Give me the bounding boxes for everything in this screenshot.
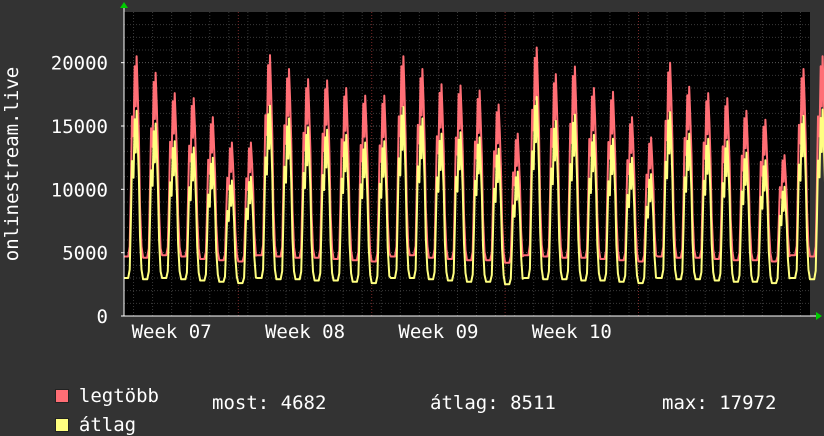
y-tick-label: 20000 <box>51 53 108 75</box>
legend-label-max: legtöbb <box>78 385 159 407</box>
x-tick-label: Week 08 <box>265 321 345 343</box>
stat-current: most: 4682 <box>212 392 327 414</box>
y-tick-label: 15000 <box>51 116 108 138</box>
series-avg-line <box>124 95 824 286</box>
x-tick-label: Week 10 <box>532 321 612 343</box>
legend-item-max: legtöbb <box>32 363 159 407</box>
x-axis-arrow-icon <box>816 312 822 320</box>
y-tick-labels: 0 5000 10000 15000 20000 <box>51 53 108 328</box>
legend-swatch-max <box>54 389 69 403</box>
stat-max: max: 17972 <box>662 392 777 414</box>
axes <box>120 2 822 320</box>
series-line-atlag <box>124 95 824 286</box>
legend-label-avg: átlag <box>78 414 137 436</box>
x-tick-label: Week 09 <box>398 321 478 343</box>
legend-item-avg: átlag <box>32 392 136 436</box>
y-tick-label: 0 <box>97 306 108 328</box>
stat-average: átlag: 8511 <box>430 392 556 414</box>
y-tick-label: 10000 <box>51 179 108 201</box>
y-axis-arrow-icon <box>120 2 128 8</box>
x-tick-labels: Week 07 Week 08 Week 09 Week 10 <box>132 321 612 343</box>
y-axis-label: onlinestream.live <box>1 67 23 261</box>
major-grid <box>124 12 810 316</box>
y-tick-label: 5000 <box>62 243 108 265</box>
x-tick-label: Week 07 <box>132 321 212 343</box>
